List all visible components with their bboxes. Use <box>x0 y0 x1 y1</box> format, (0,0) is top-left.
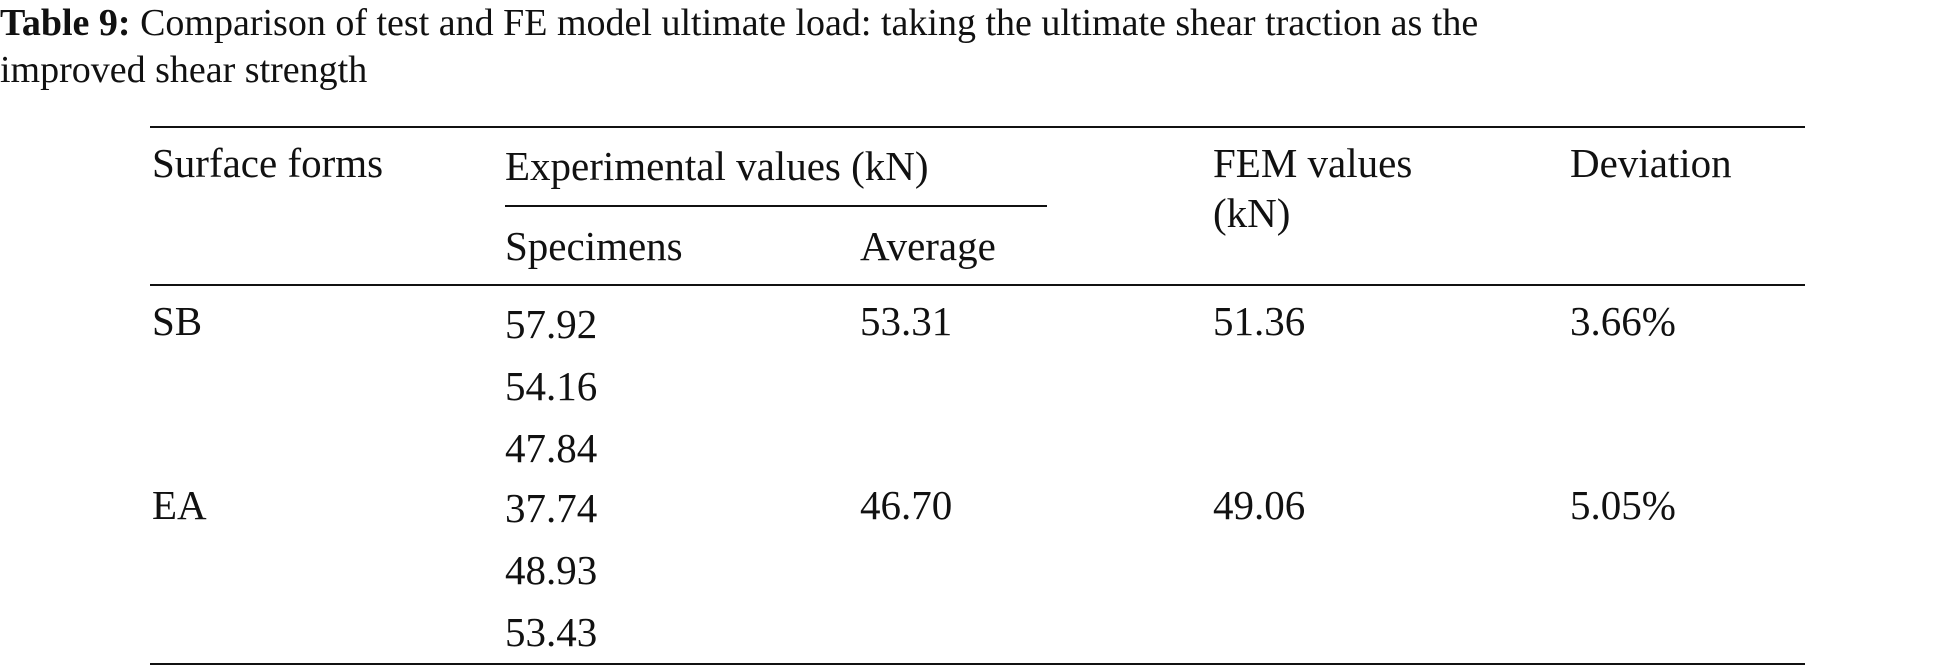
caption-text-line-2: improved shear strength <box>0 49 368 91</box>
row-ea-surface-form: EA <box>152 482 207 528</box>
specimen-value: 48.93 <box>505 547 598 593</box>
header-specimens: Specimens <box>505 223 683 269</box>
experimental-group-rule <box>505 205 1047 207</box>
caption-line-1: Table 9: Comparison of test and FE model… <box>0 0 1954 47</box>
specimen-value: 37.74 <box>505 485 598 531</box>
header-bottom-rule <box>150 284 1805 286</box>
header-fem-values: FEM values (kN) <box>1213 138 1412 238</box>
row-sb-average: 53.31 <box>860 298 953 344</box>
row-ea-average: 46.70 <box>860 482 953 528</box>
header-fem-line-1: FEM values <box>1213 140 1413 186</box>
header-average: Average <box>860 223 996 269</box>
specimen-value: 53.43 <box>505 609 598 655</box>
row-sb-fem: 51.36 <box>1213 298 1306 344</box>
header-fem-line-2: (kN) <box>1213 190 1291 236</box>
caption-label: Table 9: <box>0 2 131 44</box>
row-sb-specimens: 57.92 54.16 47.84 <box>505 293 597 479</box>
bottom-rule <box>150 663 1805 665</box>
row-ea-fem: 49.06 <box>1213 482 1306 528</box>
top-rule <box>150 126 1805 128</box>
specimen-value: 54.16 <box>505 363 598 409</box>
specimen-value: 47.84 <box>505 425 598 471</box>
row-ea-deviation: 5.05% <box>1570 482 1676 528</box>
row-sb-surface-form: SB <box>152 298 203 344</box>
header-surface-forms: Surface forms <box>152 140 384 186</box>
header-experimental-values: Experimental values (kN) <box>505 143 929 189</box>
row-sb-deviation: 3.66% <box>1570 298 1676 344</box>
caption-text-line-1: Comparison of test and FE model ultimate… <box>130 2 1479 44</box>
specimen-value: 57.92 <box>505 301 598 347</box>
row-ea-specimens: 37.74 48.93 53.43 <box>505 477 597 663</box>
table-caption: Table 9: Comparison of test and FE model… <box>0 0 1954 94</box>
header-deviation: Deviation <box>1570 140 1732 186</box>
